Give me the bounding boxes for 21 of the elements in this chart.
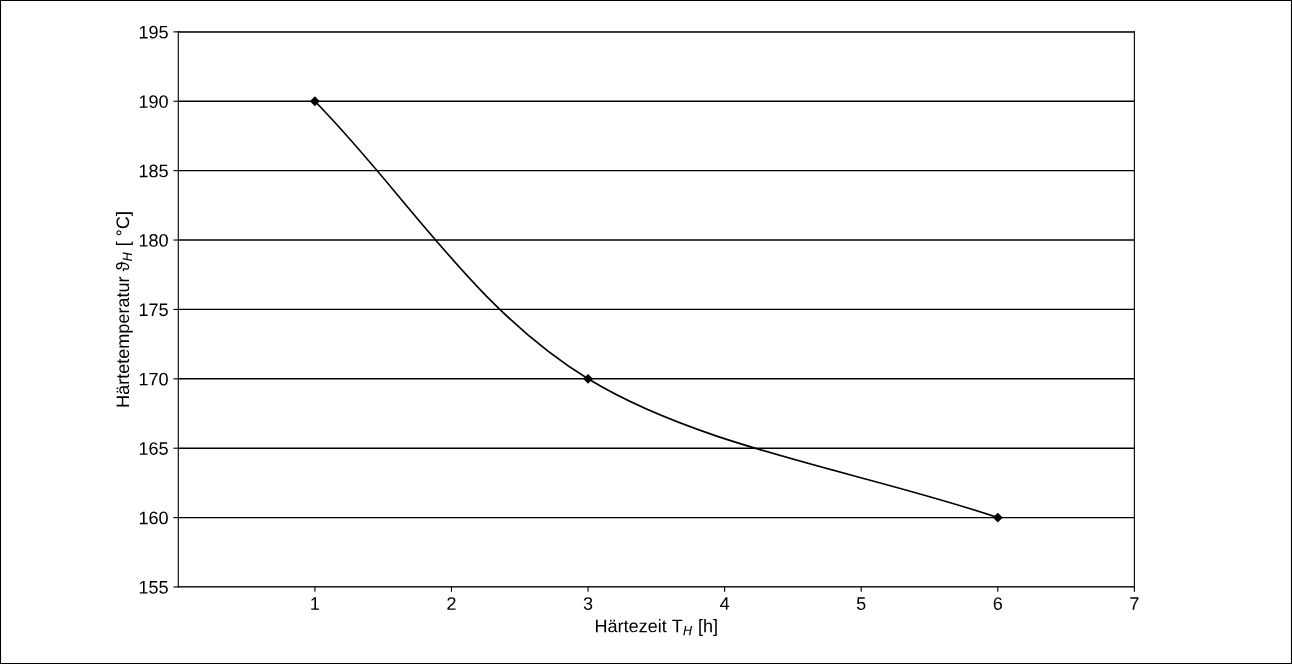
y-tick-label: 180	[139, 233, 168, 247]
x-tick-label: 5	[856, 597, 866, 610]
x-tick-label: 7	[1130, 597, 1139, 610]
point	[310, 96, 320, 106]
y-axis-title: Härtetemperatur ϑ$_{H}$ [ °C]	[115, 212, 133, 407]
y-tick-label: 170	[139, 372, 168, 386]
y-tick-label: 165	[139, 442, 168, 455]
x-tick-label: 2	[447, 597, 456, 610]
y-tick-label: 185	[139, 164, 168, 178]
y-tick-label: 195	[139, 25, 168, 39]
x-tick-label: 3	[583, 597, 593, 610]
x-tick-label: 1	[311, 597, 320, 610]
x-tick-label: 4	[720, 597, 730, 610]
x-tick-label: 6	[993, 597, 1003, 610]
point	[583, 374, 593, 384]
y-tick-label: 160	[139, 511, 168, 525]
x-axis-title: Härtezeit T$_{H}$ [h]	[595, 619, 717, 636]
y-tick-label: 175	[139, 303, 168, 317]
y-tick-label: 190	[139, 95, 168, 108]
point	[993, 512, 1003, 523]
y-tick-label: 155	[139, 581, 168, 594]
